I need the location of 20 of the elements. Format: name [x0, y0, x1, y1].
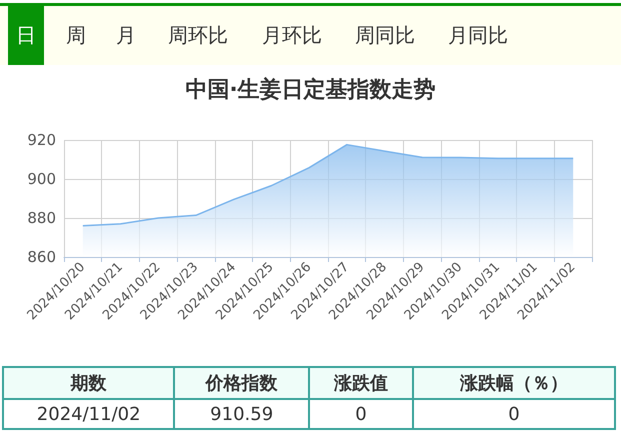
text: 0: [413, 399, 615, 429]
chart-title: 中国·生姜日定基指数走势: [185, 76, 436, 102]
y-tick-label: 920: [27, 131, 56, 149]
y-tick-label: 900: [27, 170, 56, 188]
y-tick-label: 860: [27, 248, 56, 266]
text: 910.59: [174, 399, 309, 429]
text: 月同比: [448, 22, 508, 49]
text: 涨跌值: [308, 367, 414, 399]
text: 月环比: [262, 22, 322, 49]
text: 2024/11/02: [3, 399, 174, 429]
text: 月: [116, 22, 136, 49]
text: 日: [8, 6, 44, 65]
text: 周: [66, 22, 86, 49]
text: 0: [308, 399, 414, 429]
text: 周环比: [168, 22, 228, 49]
text: 周同比: [355, 22, 415, 49]
y-tick-label: 880: [27, 209, 56, 227]
text: 涨跌幅（％）: [413, 367, 615, 399]
text: 期数: [3, 367, 174, 399]
text: 价格指数: [174, 367, 309, 399]
